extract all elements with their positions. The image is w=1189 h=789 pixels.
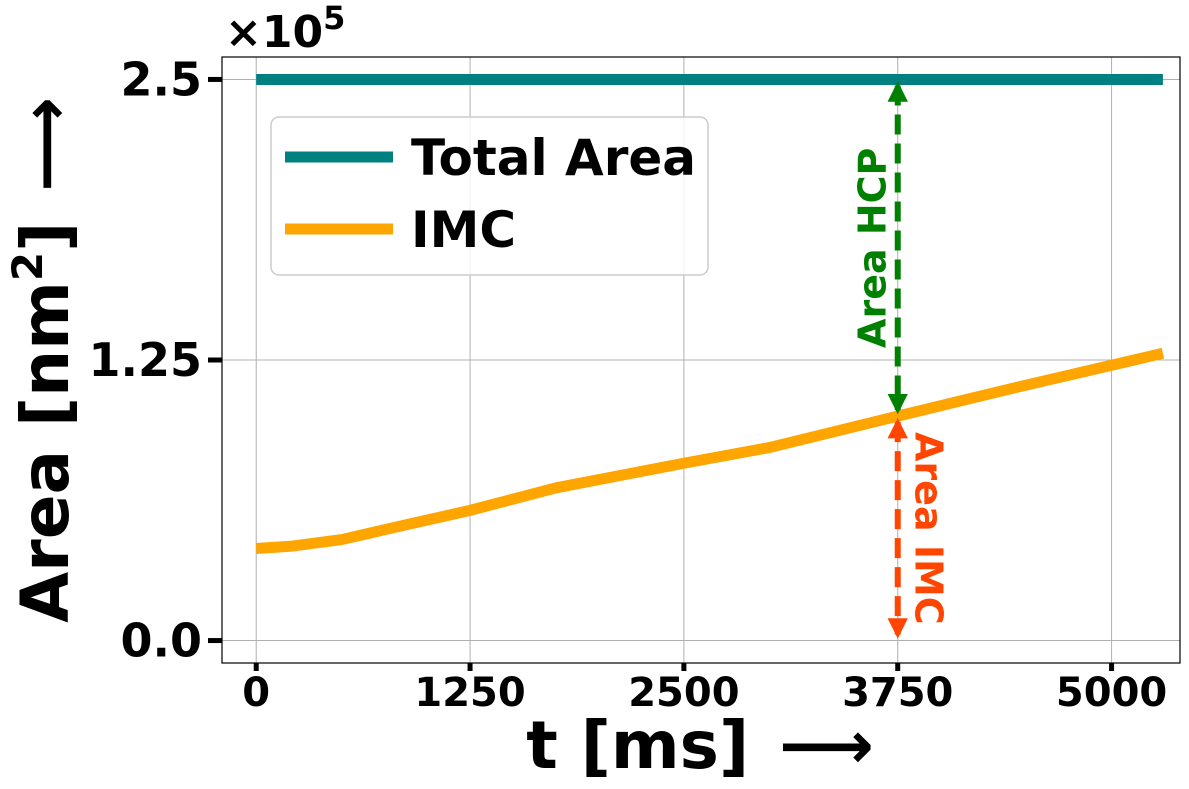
x-axis-label: t [ms] ⟶ — [526, 707, 874, 784]
y-tick-label: 0.0 — [121, 614, 203, 668]
x-tick-label: 1250 — [414, 670, 525, 716]
legend: Total Area IMC — [270, 116, 709, 276]
annotation-label-area-imc: Area IMC — [907, 432, 951, 625]
offset-text: ×105 — [225, 0, 345, 58]
x-tick-label: 5000 — [1056, 670, 1167, 716]
y-tick-label: 1.25 — [89, 333, 203, 387]
series-line-imc — [255, 347, 1165, 555]
x-tick-label: 0 — [242, 670, 270, 716]
y-axis-label: Area [nm2]⟶ — [3, 97, 84, 623]
tick-layer: 0 1250 2500 3750 5000 0.0 1.25 2.5 — [89, 52, 1168, 716]
y-tick-label: 2.5 — [121, 52, 203, 106]
annotation-layer: Area HCP Area IMC — [851, 81, 951, 639]
legend-label-total-area: Total Area — [411, 129, 696, 187]
series-layer — [255, 73, 1165, 555]
annotation-label-area-hcp: Area HCP — [851, 148, 895, 348]
x-tick-label: 3750 — [842, 670, 953, 716]
x-tick-label: 2500 — [628, 670, 739, 716]
legend-label-imc: IMC — [411, 201, 516, 259]
